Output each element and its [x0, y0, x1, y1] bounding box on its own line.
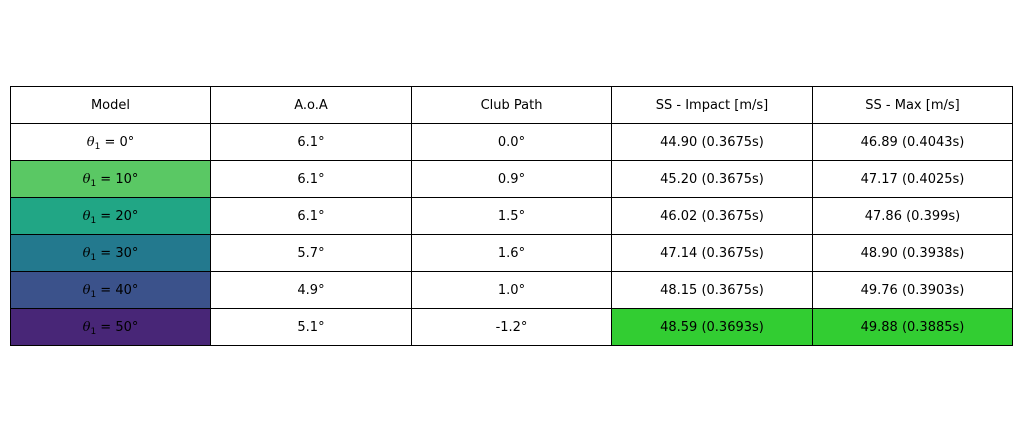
club-path-cell: -1.2°: [411, 308, 612, 346]
model-symbol: θ: [82, 319, 91, 335]
model-subscript: 1: [90, 252, 97, 263]
model-value: = 0°: [100, 134, 135, 150]
ss-impact-cell: 48.59 (0.3693s): [611, 308, 813, 346]
ss-max-cell: 47.17 (0.4025s): [812, 160, 1013, 198]
header-club-path: Club Path: [411, 86, 612, 124]
model-cell: θ1 = 50°: [10, 308, 211, 346]
model-subscript: 1: [90, 178, 97, 189]
ss-impact-cell: 44.90 (0.3675s): [611, 123, 813, 161]
table-row: θ1 = 20° 6.1° 1.5° 46.02 (0.3675s) 47.86 (0.…: [10, 197, 1013, 235]
model-subscript: 1: [90, 289, 97, 300]
header-model: Model: [10, 86, 211, 124]
model-cell: θ1 = 30°: [10, 234, 211, 272]
ss-impact-cell: 45.20 (0.3675s): [611, 160, 813, 198]
model-symbol: θ: [82, 171, 91, 187]
club-path-cell: 1.6°: [411, 234, 612, 272]
model-subscript: 1: [90, 326, 97, 337]
model-symbol: θ: [82, 208, 91, 224]
club-path-cell: 1.0°: [411, 271, 612, 309]
ss-max-cell: 48.90 (0.3938s): [812, 234, 1013, 272]
model-cell: θ1 = 10°: [10, 160, 211, 198]
ss-max-cell: 49.88 (0.3885s): [812, 308, 1013, 346]
aoa-cell: 6.1°: [210, 123, 412, 161]
ss-impact-cell: 47.14 (0.3675s): [611, 234, 813, 272]
model-cell: θ1 = 0°: [10, 123, 211, 161]
ss-impact-cell: 48.15 (0.3675s): [611, 271, 813, 309]
aoa-cell: 6.1°: [210, 197, 412, 235]
aoa-cell: 5.7°: [210, 234, 412, 272]
aoa-cell: 6.1°: [210, 160, 412, 198]
aoa-cell: 4.9°: [210, 271, 412, 309]
table-body: θ1 = 0° 6.1° 0.0° 44.90 (0.3675s) 46.89 (0.4…: [10, 123, 1013, 346]
model-value: = 40°: [96, 282, 139, 298]
table-row: θ1 = 40° 4.9° 1.0° 48.15 (0.3675s) 49.76 (0.…: [10, 271, 1013, 309]
club-path-cell: 1.5°: [411, 197, 612, 235]
model-symbol: θ: [82, 282, 91, 298]
model-subscript: 1: [90, 215, 97, 226]
ss-max-cell: 46.89 (0.4043s): [812, 123, 1013, 161]
aoa-cell: 5.1°: [210, 308, 412, 346]
ss-max-cell: 47.86 (0.399s): [812, 197, 1013, 235]
table-row: θ1 = 50° 5.1° -1.2° 48.59 (0.3693s) 49.88 (0…: [10, 308, 1013, 346]
table-row: θ1 = 30° 5.7° 1.6° 47.14 (0.3675s) 48.90 (0.…: [10, 234, 1013, 272]
ss-max-cell: 49.76 (0.3903s): [812, 271, 1013, 309]
club-path-cell: 0.9°: [411, 160, 612, 198]
header-row: Model A.o.A Club Path SS - Impact [m/s] …: [10, 86, 1013, 124]
model-subscript: 1: [94, 141, 101, 152]
ss-impact-cell: 46.02 (0.3675s): [611, 197, 813, 235]
header-ss-impact: SS - Impact [m/s]: [611, 86, 813, 124]
model-symbol: θ: [82, 245, 91, 261]
model-symbol: θ: [86, 134, 95, 150]
club-path-cell: 0.0°: [411, 123, 612, 161]
results-table: Model A.o.A Club Path SS - Impact [m/s] …: [10, 86, 1013, 346]
model-value: = 20°: [96, 208, 139, 224]
table-row: θ1 = 0° 6.1° 0.0° 44.90 (0.3675s) 46.89 (0.4…: [10, 123, 1013, 161]
model-value: = 10°: [96, 171, 139, 187]
model-value: = 50°: [96, 319, 139, 335]
header-ss-max: SS - Max [m/s]: [812, 86, 1013, 124]
model-value: = 30°: [96, 245, 139, 261]
model-cell: θ1 = 40°: [10, 271, 211, 309]
header-aoa: A.o.A: [210, 86, 412, 124]
model-cell: θ1 = 20°: [10, 197, 211, 235]
table-row: θ1 = 10° 6.1° 0.9° 45.20 (0.3675s) 47.17 (0.…: [10, 160, 1013, 198]
